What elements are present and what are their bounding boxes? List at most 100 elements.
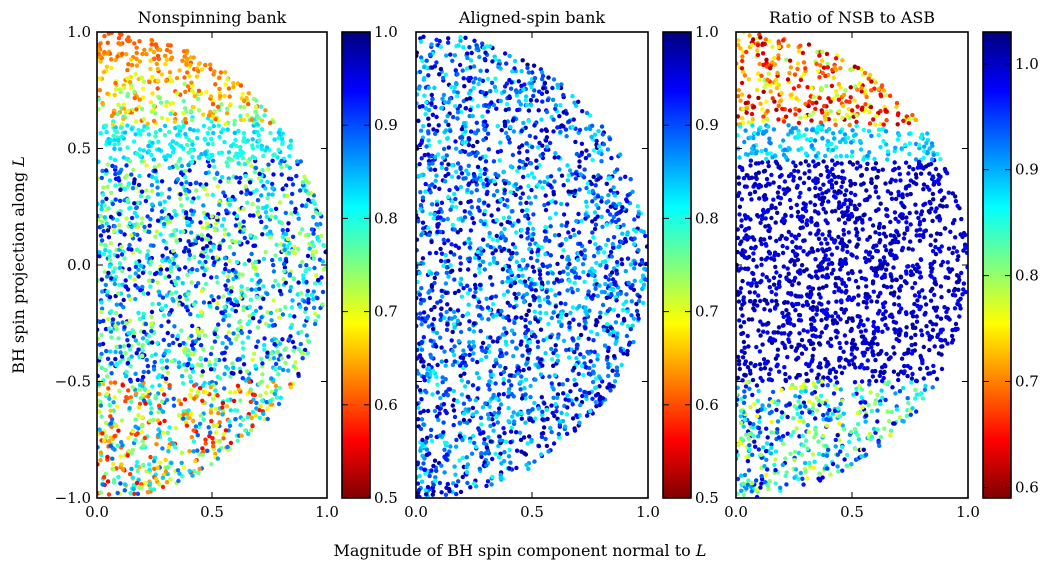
data-point [458,267,463,272]
data-point [209,294,214,299]
data-point [229,197,234,203]
data-point [457,62,463,68]
data-point [150,91,155,96]
x-tick-label: 1.0 [315,503,339,521]
data-point [487,404,492,409]
data-point [529,281,534,286]
data-point [146,389,151,394]
data-point [483,401,488,406]
data-point [112,224,117,229]
data-point [127,206,132,211]
data-point [445,136,450,141]
data-point [214,255,219,260]
data-point [565,202,570,207]
data-point [184,62,189,67]
data-point [506,215,512,220]
data-point [419,339,424,345]
data-point [550,271,555,276]
data-point [162,418,167,424]
data-point [517,150,522,155]
data-point [416,481,421,486]
data-point [203,170,209,176]
data-point [233,239,238,245]
data-point [503,365,508,371]
data-point [204,221,210,226]
data-point [456,339,461,344]
data-point [149,207,155,213]
data-point [192,468,197,474]
data-point [130,428,135,434]
data-point [478,415,484,420]
data-point [107,326,112,331]
data-point [483,50,488,55]
data-point [230,361,235,366]
data-point [222,256,228,261]
data-point [158,127,163,133]
data-point [441,430,446,435]
data-point [223,262,228,267]
data-point [576,336,581,341]
data-point [432,280,437,286]
data-point [458,282,464,287]
data-point [447,449,452,454]
data-point [487,261,493,267]
data-point [625,256,631,261]
data-point [603,242,609,248]
data-point [475,386,480,392]
data-point [524,200,529,205]
data-point [638,278,644,284]
data-point [110,466,115,471]
data-point [550,410,555,416]
data-point [156,409,161,415]
data-point [177,342,182,348]
data-point [301,273,306,278]
data-point [509,425,514,431]
data-point [118,454,123,459]
data-point [254,406,259,411]
data-point [503,439,509,444]
data-point [631,316,637,321]
data-point [306,191,311,196]
data-point [428,433,433,439]
data-point [578,352,583,357]
data-point [242,104,247,110]
data-point [117,87,122,92]
data-point [189,230,194,235]
data-point [128,364,133,369]
data-point [290,339,296,345]
data-point [286,368,291,373]
data-point [504,351,509,356]
data-point [305,253,311,259]
data-point [435,224,440,229]
data-point [420,220,426,225]
data-point [542,81,548,86]
data-point [106,206,111,211]
data-point [154,476,159,482]
data-point [593,183,598,188]
data-point [305,316,310,321]
data-point [508,124,513,130]
data-point [188,181,193,187]
data-point [145,253,150,258]
data-point [494,233,499,239]
data-point [486,317,491,322]
data-point [118,481,123,486]
data-point [475,164,481,170]
data-point [465,420,470,425]
data-point [508,460,513,465]
data-point [423,112,428,117]
data-point [279,172,284,177]
data-point [119,244,124,249]
data-point [457,458,462,463]
data-point [512,373,517,379]
data-point [233,270,238,275]
data-point [130,186,136,191]
data-point [452,53,458,58]
data-point [158,47,163,53]
data-point [558,129,563,135]
data-point [172,208,177,214]
data-point [131,167,136,173]
data-point [189,199,195,204]
data-point [300,356,305,361]
data-point [534,165,539,170]
